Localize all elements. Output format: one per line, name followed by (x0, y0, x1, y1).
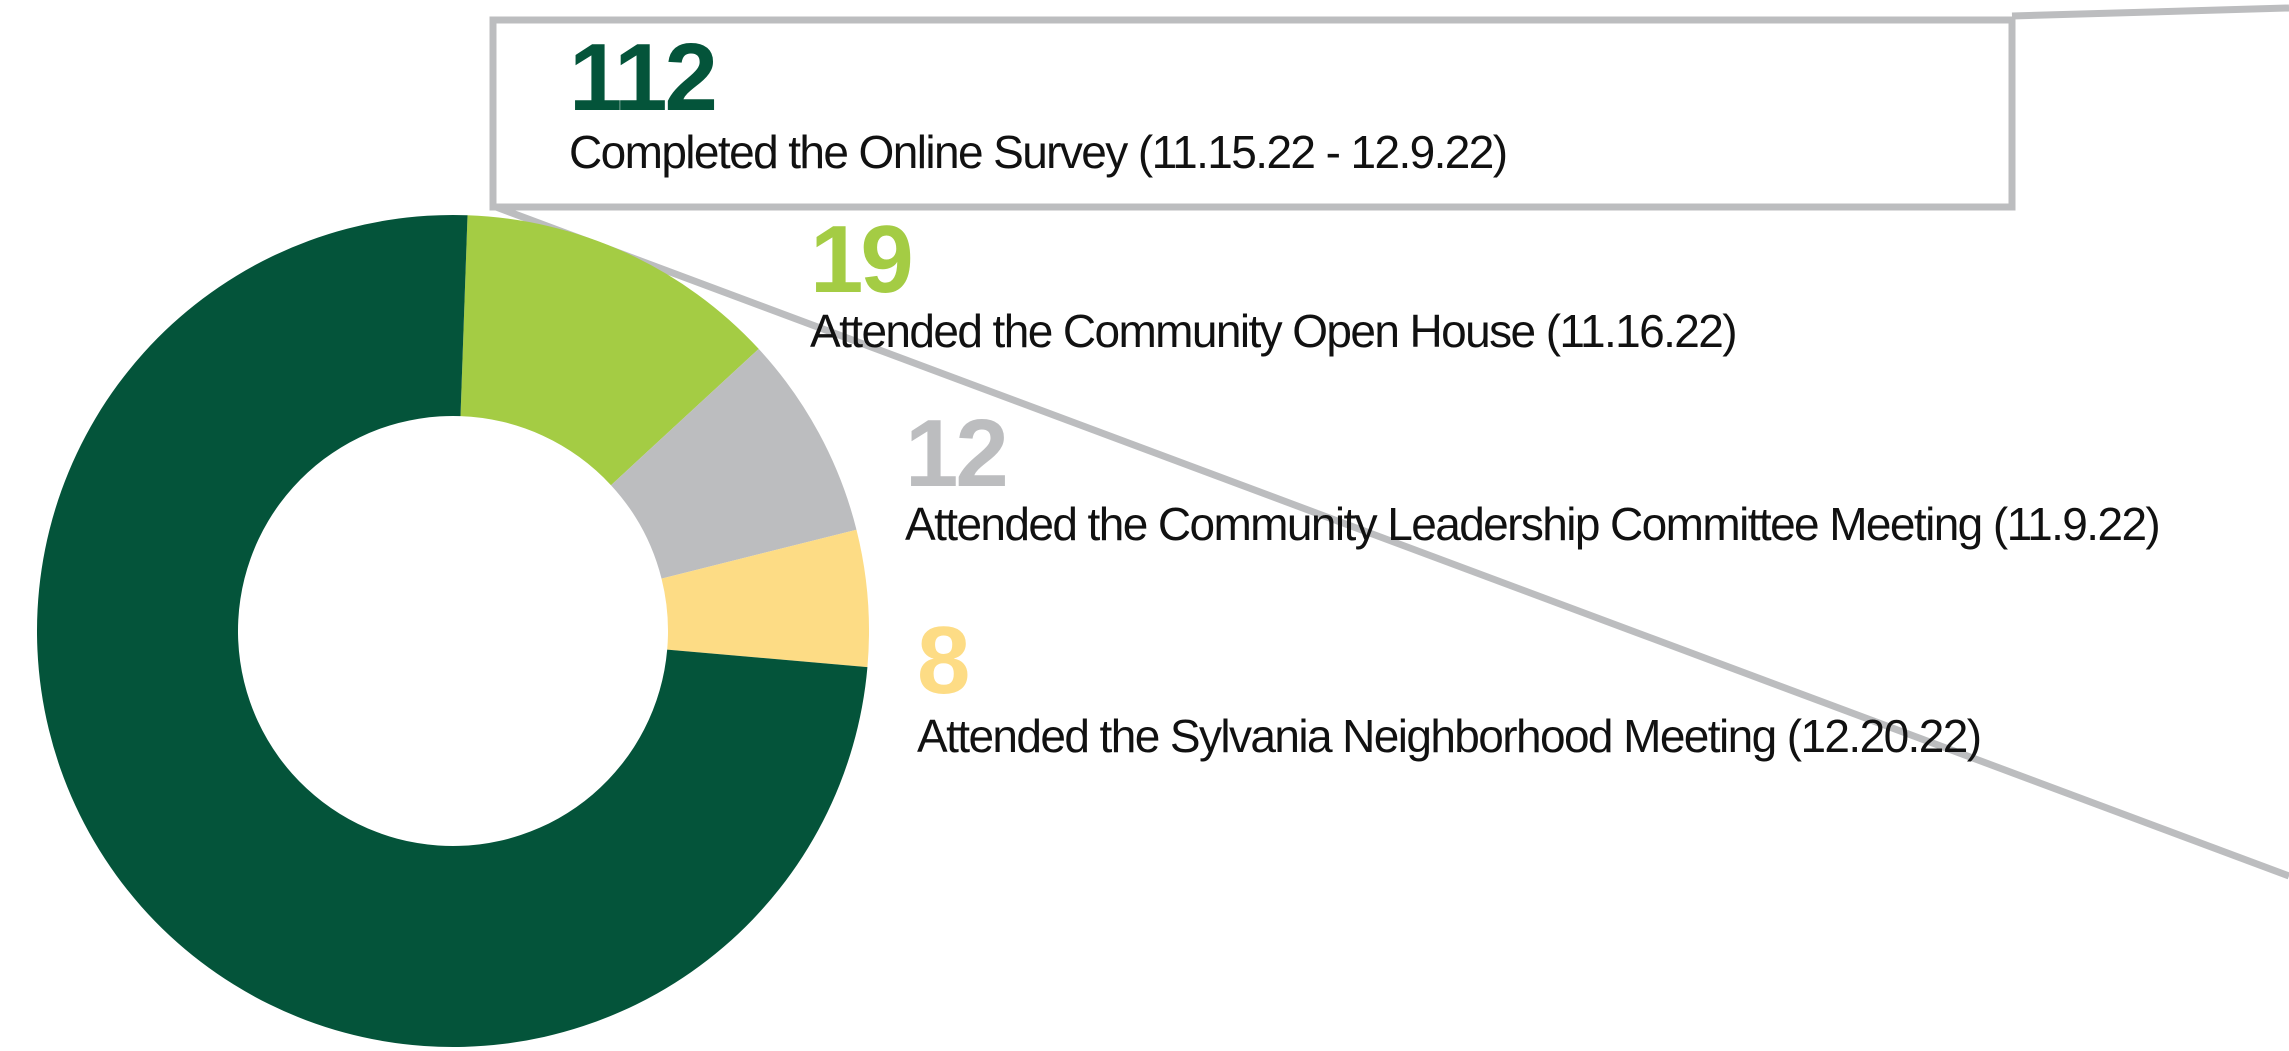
slice (661, 529, 869, 668)
value-label: 12 (905, 400, 1006, 507)
donut (37, 215, 869, 1048)
highlight-box (489, 16, 2016, 211)
category-label: Attended the Sylvania Neighborhood Meeti… (917, 710, 1980, 762)
slice (460, 215, 759, 486)
slice (37, 215, 868, 1048)
category-label: Attended the Community Open House (11.16… (810, 305, 1736, 357)
value-label: 8 (917, 607, 968, 714)
leader-line (494, 203, 2289, 880)
category-label: Completed the Online Survey (11.15.22 - … (569, 126, 1507, 178)
value-label: 19 (810, 206, 911, 313)
slice (611, 348, 857, 579)
leader-line (2011, 4, 2289, 20)
category-label: Attended the Community Leadership Commit… (905, 498, 2159, 550)
value-label: 112 (569, 24, 715, 131)
